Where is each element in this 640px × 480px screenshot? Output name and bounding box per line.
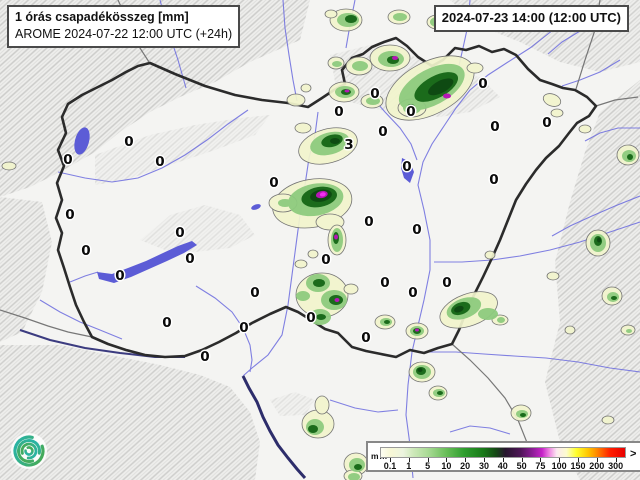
- station-value: 0: [442, 275, 452, 291]
- lake-tisza: [401, 158, 414, 183]
- legend-tick-mark: [427, 458, 429, 462]
- lake-balaton: [97, 241, 197, 283]
- station-value: 0: [155, 154, 165, 170]
- legend-colorbar: [380, 447, 626, 458]
- station-value: 0: [175, 225, 185, 241]
- legend-tick-label: 10: [441, 461, 452, 471]
- legend-unit-label: mm: [371, 451, 388, 461]
- valid-time-box: 2024-07-23 14:00 (12:00 UTC): [433, 5, 629, 32]
- station-value: 0: [185, 251, 195, 267]
- station-value: 0: [478, 76, 488, 92]
- station-value: 0: [406, 104, 416, 120]
- station-value: 0: [239, 320, 249, 336]
- legend-tick-mark: [484, 458, 485, 462]
- station-value: 0: [200, 349, 210, 365]
- station-value: 0: [361, 330, 371, 346]
- station-value: 0: [162, 315, 172, 331]
- station-value: 0: [124, 134, 134, 150]
- legend-tick-mark: [596, 458, 598, 462]
- lake-ferto: [74, 127, 90, 155]
- legend-tick-mark: [521, 458, 523, 462]
- station-value: 0: [81, 243, 91, 259]
- product-title: 1 órás csapadékösszeg [mm]: [15, 10, 189, 24]
- valid-time-label: 2024-07-23 14:00 (12:00 UTC): [441, 10, 621, 25]
- legend-tick-label: 75: [535, 461, 546, 471]
- legend-tick-mark: [559, 458, 561, 462]
- precipitation-layer: [1, 8, 640, 480]
- legend-overflow-arrow: >: [630, 448, 637, 460]
- station-value: 0: [250, 285, 260, 301]
- station-value: 0: [115, 268, 125, 284]
- station-value: 0: [269, 175, 279, 191]
- station-value: 0: [542, 115, 552, 131]
- station-value: 0: [412, 222, 422, 238]
- station-value: 0: [489, 172, 499, 188]
- legend-tick-mark: [446, 458, 448, 462]
- legend-tick-label: 30: [478, 461, 490, 471]
- legend-tick-label: 20: [460, 461, 471, 471]
- station-value: 0: [364, 214, 374, 230]
- legend-tick-mark: [390, 458, 391, 462]
- legend-tick-label: 5: [425, 461, 431, 471]
- station-value: 0: [378, 124, 388, 140]
- station-value: 0: [321, 252, 331, 268]
- hungaromet-spiral-logo-icon: [11, 433, 47, 469]
- lake-velence: [251, 204, 261, 210]
- station-value: 0: [306, 310, 316, 326]
- station-value: 0: [490, 119, 500, 135]
- legend-tick-label: 100: [551, 461, 567, 471]
- legend-tick-mark: [408, 458, 410, 462]
- station-value: 0: [63, 152, 73, 168]
- legend-tick-label: 0.1: [383, 461, 397, 471]
- legend-tick-mark: [540, 458, 542, 462]
- precip-bright-magenta-core: [319, 192, 326, 197]
- legend-tick-label: 1: [406, 461, 412, 471]
- legend-tick-label: 150: [570, 461, 586, 471]
- legend-tick-label: 200: [589, 461, 605, 471]
- station-value: 0: [380, 275, 390, 291]
- model-run-label: AROME 2024-07-22 12:00 UTC (+24h): [15, 26, 233, 41]
- precip-magenta-cores: [315, 56, 451, 332]
- station-value: 3: [344, 137, 354, 153]
- station-value: 0: [370, 86, 380, 102]
- station-value: 0: [334, 104, 344, 120]
- legend-tick-mark: [578, 458, 579, 462]
- legend-tick-mark: [615, 458, 617, 462]
- product-title-box: 1 órás csapadékösszeg [mm] AROME 2024-07…: [7, 5, 241, 48]
- station-value: 0: [408, 285, 418, 301]
- legend-tick-label: 300: [608, 461, 624, 471]
- legend-tick-label: 40: [497, 461, 508, 471]
- station-value: 0: [65, 207, 75, 223]
- station-value: 0: [402, 159, 412, 175]
- lakes-layer: [74, 127, 414, 283]
- legend-tick-mark: [502, 458, 504, 462]
- legend-tick-label: 50: [516, 461, 527, 471]
- legend-tick-mark: [465, 458, 467, 462]
